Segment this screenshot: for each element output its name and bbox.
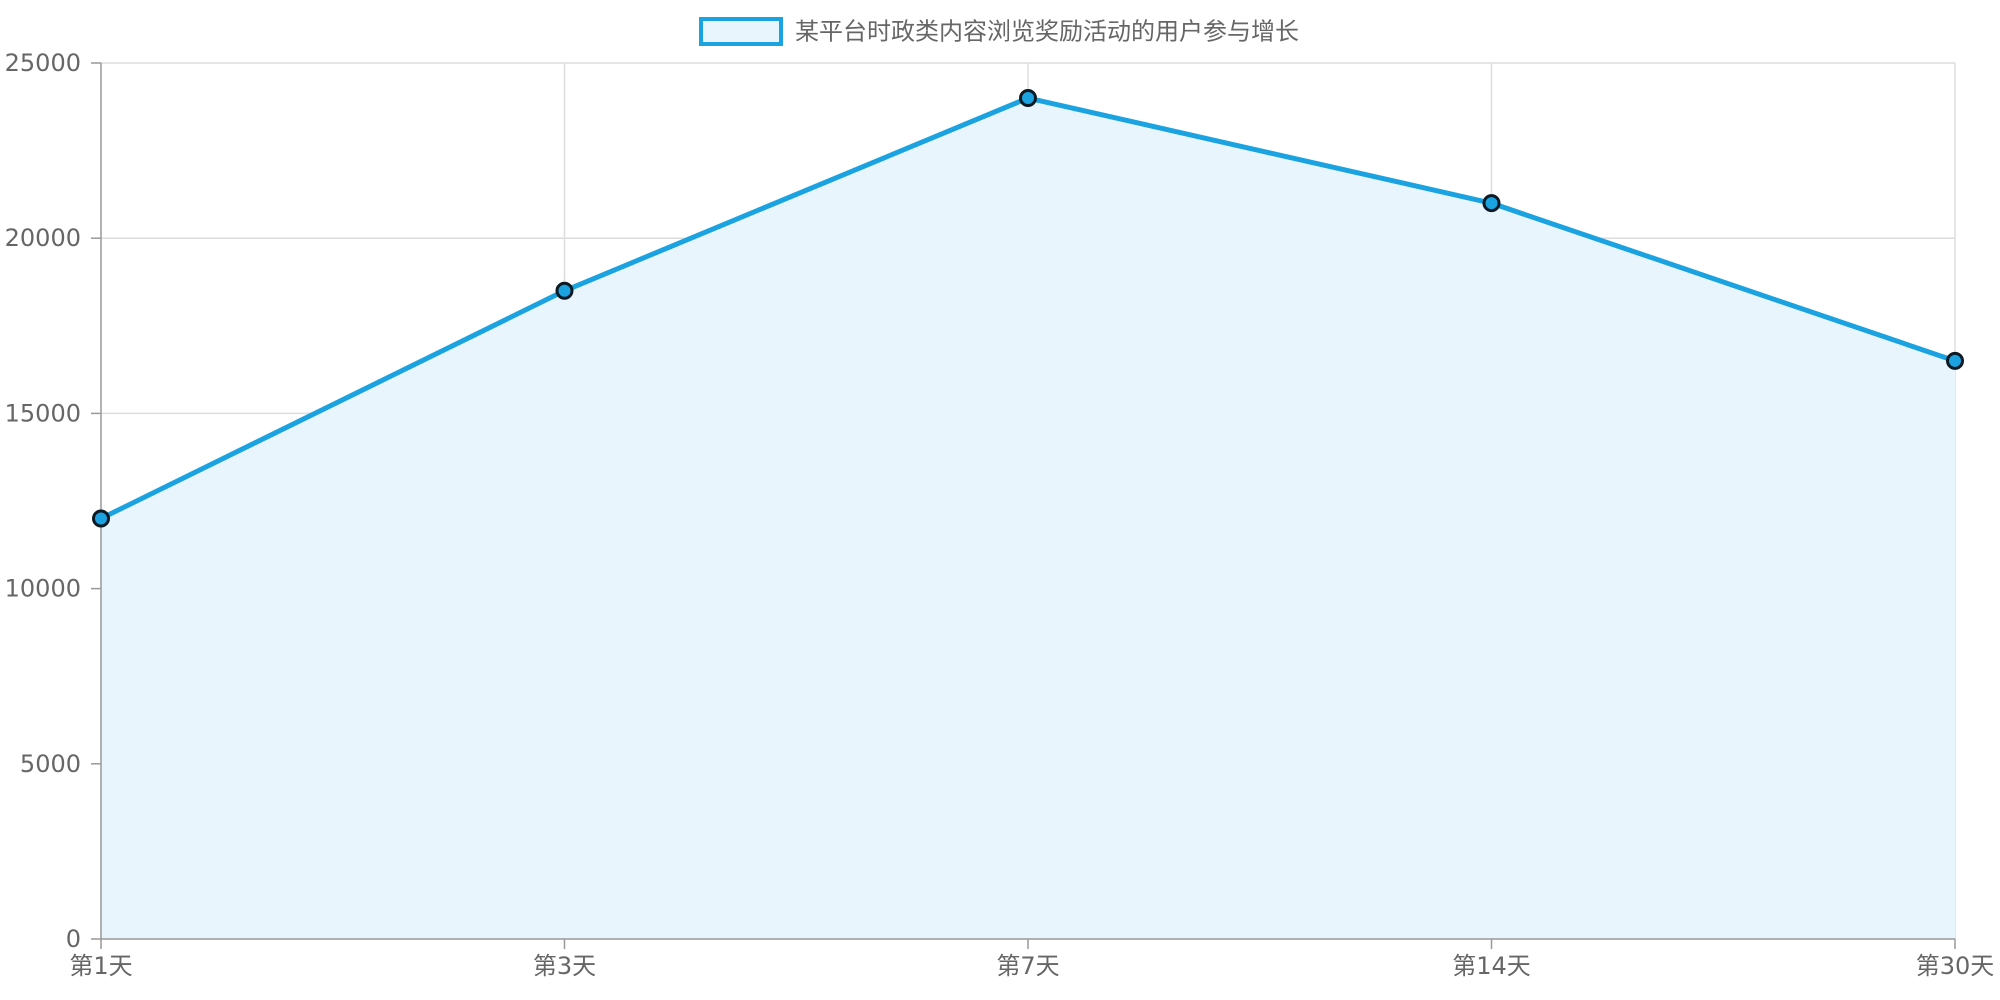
data-point [1482,194,1501,213]
y-tick-label: 20000 [5,224,81,252]
series-area-fill [101,98,1955,940]
data-point [1946,351,1964,370]
axis-layer [91,62,1956,949]
y-tick-label: 0 [66,925,81,953]
x-tick-label: 第30天 [1916,952,1995,980]
legend: 某平台时政类内容浏览奖励活动的用户参与增长 [699,17,1299,46]
x-tick-label: 第7天 [996,952,1059,980]
y-axis-tick-labels: 0 5000 10000 15000 20000 25000 [5,49,81,953]
data-point [555,281,574,300]
legend-label: 某平台时政类内容浏览奖励活动的用户参与增长 [795,18,1299,46]
x-tick-label: 第1天 [69,952,132,980]
y-tick-label: 15000 [5,399,81,427]
x-tick-label: 第14天 [1452,952,1531,980]
y-tick-label: 10000 [5,575,81,603]
x-axis-tick-labels: 第1天 第3天 第7天 第14天 第30天 [69,952,1994,980]
legend-swatch [699,17,783,46]
y-tick-label: 25000 [5,49,81,77]
y-tick-label: 5000 [20,750,81,778]
data-point [1019,89,1037,108]
point-layer [92,89,1964,528]
x-tick-label: 第3天 [533,952,596,980]
data-point [92,509,110,528]
